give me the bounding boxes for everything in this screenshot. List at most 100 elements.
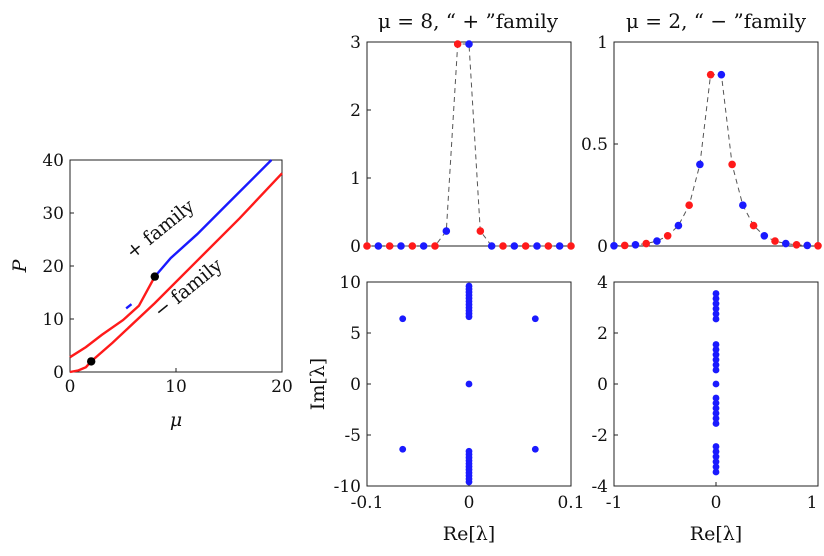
profile-minus-point (814, 241, 822, 250)
bif-ytick-20: 20 (42, 257, 64, 277)
spectrum-plus-eigenvalue-point (531, 445, 539, 453)
bif-ytick-40: 40 (42, 151, 64, 171)
spectrum-minus-eigenvalue-point (712, 415, 720, 422)
bif-ytick-30: 30 (42, 204, 64, 224)
p5-xtick-m1: -1 (606, 493, 623, 513)
spectrum-minus-eigenvalue-point (712, 380, 720, 388)
profile-minus-point (717, 70, 726, 79)
profile-plus-point (408, 242, 417, 250)
profile-plus-point (453, 40, 462, 48)
bifurcation-axes-box (69, 159, 283, 373)
bif-xtick-20: 20 (271, 377, 293, 397)
profile-minus-point (792, 240, 801, 249)
profile-plus-axes-box (366, 41, 572, 247)
bifurcation-panel: 0 10 20 0 10 20 30 40 μ P + family − fam… (9, 151, 293, 431)
profile-minus-point (631, 240, 640, 249)
spectrum-minus-eigenvalue-point (712, 443, 720, 450)
profile-plus-plot-area (363, 40, 575, 250)
profile-minus-point (803, 241, 812, 250)
profile-plus-point (465, 40, 473, 48)
spectrum-plus-plot-area (366, 281, 572, 487)
profile-plus-point (385, 242, 394, 250)
spectrum-minus-eigenvalue-point (712, 351, 720, 359)
profile-minus-axes-box (613, 41, 819, 247)
p4-ytick-0: 0 (350, 375, 361, 395)
profile-plus-point (487, 242, 496, 250)
spectrum-minus-eigenvalue-point (712, 448, 720, 455)
profile-plus-point (431, 242, 439, 250)
bif-xtick-0: 0 (65, 377, 76, 397)
spectrum-minus-panel: 4 2 0 -2 -4 -1 0 1 Re[λ] (591, 273, 819, 545)
profile-minus-point (674, 221, 683, 230)
bif-xtick-10: 10 (165, 377, 187, 397)
spectrum-plus-eigenvalue-point (465, 313, 473, 321)
profile-minus-point (663, 232, 672, 240)
plus-family-stable-branch (153, 159, 273, 278)
p4-ytick-m10: -10 (334, 477, 361, 497)
spectrum-minus-eigenvalue-point (712, 453, 720, 461)
bifurcation-plot-area (69, 159, 283, 374)
p5-ytick-4: 4 (597, 273, 608, 293)
plus-family-unstable-branch (69, 276, 156, 359)
spectrum-minus-eigenvalue-point (712, 305, 720, 313)
p5-ytick-m2: -2 (591, 426, 608, 446)
p5-xtick-1: 1 (807, 493, 818, 513)
spectrum-minus-eigenvalue-point (712, 463, 720, 471)
profile-plus-panel: μ = 8, “ + ”family 0 1 2 3 (350, 9, 575, 257)
minus-family-branch (69, 172, 283, 374)
plus-family-annotation: + family (122, 195, 199, 263)
p2-ytick-0: 0 (350, 237, 361, 257)
spectrum-plus-eigenvalue-point (399, 445, 407, 453)
profile-plus-point (499, 242, 507, 250)
spectrum-minus-eigenvalue-point (712, 468, 720, 476)
spectrum-plus-eigenvalue-point (465, 478, 473, 486)
profile-minus-point (706, 70, 715, 79)
profile-plus-point (544, 242, 553, 250)
spectrum-minus-eigenvalue-point (712, 458, 720, 466)
p5-xtick-0: 0 (711, 493, 722, 513)
spectrum-minus-eigenvalue-point (712, 300, 720, 308)
profile-plus-point (533, 242, 541, 250)
bif-ytick-0: 0 (53, 363, 64, 383)
p4-ytick-m5: -5 (344, 426, 361, 446)
profile-minus-point (749, 221, 758, 230)
profile-plus-point (567, 242, 575, 250)
p3-ytick-1: 1 (597, 33, 608, 53)
p4-xtick-0: 0 (464, 493, 475, 513)
spectrum-minus-eigenvalue-point (712, 420, 720, 427)
p4-xtick-m01: -0.1 (351, 493, 384, 513)
profile-minus-point (771, 237, 779, 245)
profile-minus-point (728, 160, 736, 169)
profile-minus-plot-area (610, 41, 822, 250)
profile-minus-point (620, 241, 629, 250)
p5-xlabel: Re[λ] (690, 523, 742, 545)
profile-minus-point (781, 239, 790, 248)
spectrum-minus-eigenvalue-point (712, 404, 720, 412)
profile-plus-point (397, 242, 405, 250)
profile-minus-point (642, 239, 651, 248)
spectrum-minus-plot-area (613, 281, 819, 487)
spectrum-minus-eigenvalue-point (712, 361, 720, 369)
profile-minus-title: μ = 2, “ − ”family (626, 9, 807, 33)
spectrum-minus-eigenvalue-point (712, 366, 720, 374)
spectrum-minus-eigenvalue-point (712, 399, 720, 407)
profile-plus-point (510, 242, 519, 250)
spectrum-plus-panel: 10 5 0 -5 -10 -0.1 0 0.1 Re[λ] Im[λ] (307, 273, 585, 545)
p4-ylabel: Im[λ] (307, 358, 329, 410)
p2-ytick-3: 3 (350, 33, 361, 53)
bif-marker-1 (87, 357, 96, 366)
spectrum-minus-eigenvalue-point (712, 290, 720, 297)
bif-xlabel: μ (170, 409, 182, 431)
spectrum-minus-eigenvalue-point (712, 356, 720, 364)
profile-minus-point (653, 237, 661, 245)
p4-xtick-01: 0.1 (557, 493, 584, 513)
spectrum-minus-eigenvalue-point (712, 346, 720, 353)
p5-ytick-2: 2 (597, 324, 608, 344)
bif-marker-0 (150, 272, 159, 281)
spectrum-minus-eigenvalue-point (712, 310, 720, 318)
spectrum-plus-eigenvalue-point (465, 380, 473, 388)
spectrum-plus-eigenvalue-point (531, 315, 539, 323)
profile-plus-point (555, 242, 564, 250)
profile-minus-point (760, 232, 769, 240)
